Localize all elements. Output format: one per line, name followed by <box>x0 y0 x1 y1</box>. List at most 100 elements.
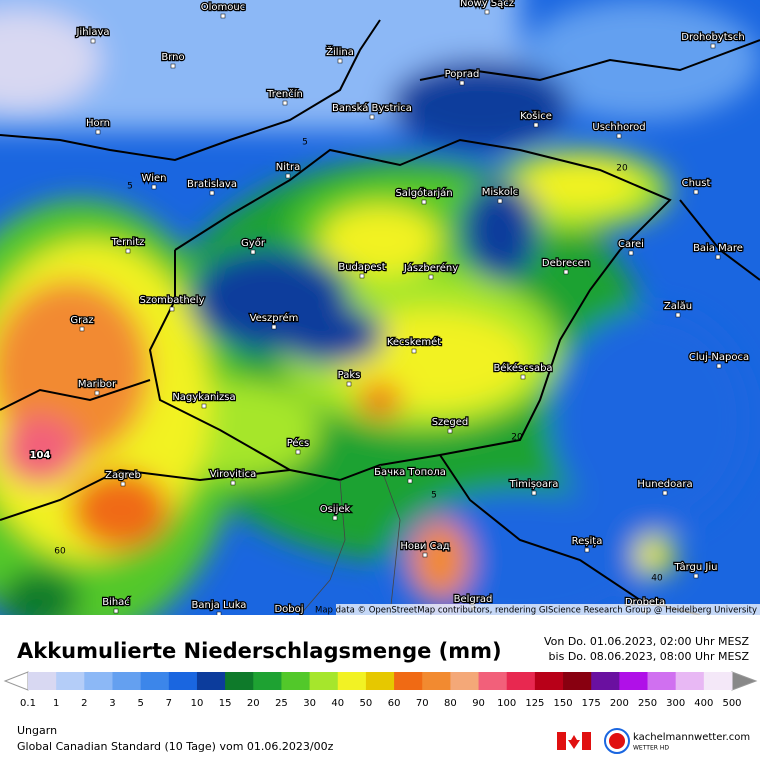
city-label: Virovitica <box>210 469 256 480</box>
city-label: Jihlava <box>75 27 109 38</box>
city-label: Doboj <box>274 604 303 615</box>
legend-swatch <box>253 672 282 690</box>
city-dot <box>287 616 291 620</box>
legend-swatch <box>140 672 170 690</box>
city-label: Győr <box>241 237 266 249</box>
city-label: Žilina <box>326 45 354 58</box>
legend-value: 100 <box>497 698 516 709</box>
attribution: Map data © OpenStreetMap contributors, r… <box>315 606 757 616</box>
city-label: Szombathely <box>139 295 204 306</box>
city-dot <box>628 250 634 256</box>
city-dot <box>715 254 721 260</box>
city-dot <box>428 274 434 280</box>
city-dot <box>716 363 722 369</box>
city-dot <box>230 480 236 486</box>
legend-value: 0.1 <box>20 698 36 709</box>
legend-value: 3 <box>109 698 115 709</box>
city-dot <box>113 608 119 614</box>
city-label: Osijek <box>320 504 351 515</box>
city-dot <box>531 490 537 496</box>
legend-swatch <box>534 672 564 690</box>
city-label: Bihać <box>102 596 130 608</box>
city-dot <box>616 133 622 139</box>
legend-swatch <box>309 672 339 690</box>
legend-swatch <box>196 672 226 690</box>
legend-swatch <box>281 672 311 690</box>
city-dot <box>346 381 352 387</box>
title: Akkumulierte Niederschlagsmenge (mm) <box>17 639 502 663</box>
city-label: Nowy Sącz <box>460 0 514 9</box>
city-label: Bratislava <box>187 179 237 190</box>
city-label: Baia Mare <box>693 243 743 254</box>
city-label: Nagykanizsa <box>172 392 235 403</box>
city-dot <box>662 490 668 496</box>
city-dot <box>201 403 207 409</box>
city-dot <box>120 481 126 487</box>
city-label: Ternitz <box>111 237 145 248</box>
legend-value: 40 <box>331 698 344 709</box>
legend-value: 5 <box>137 698 143 709</box>
city-dot <box>422 552 428 558</box>
city-dot <box>169 306 175 312</box>
brand-name: kachelmannwetter.com <box>633 732 750 743</box>
contour-label: 5 <box>431 491 437 501</box>
city-label: Pécs <box>287 437 310 449</box>
legend-value: 400 <box>694 698 713 709</box>
contour-label: 104 <box>30 450 51 461</box>
legend-value: 50 <box>360 698 373 709</box>
city-dot <box>675 312 681 318</box>
legend-swatch <box>112 672 142 690</box>
city-dot <box>369 114 375 120</box>
city-dot <box>271 324 277 330</box>
city-dot <box>250 249 256 255</box>
city-label: Horn <box>86 118 110 129</box>
city-label: Paks <box>338 370 361 381</box>
city-label: Бачка Топола <box>374 467 446 478</box>
legend-value: 15 <box>219 698 232 709</box>
legend-value: 200 <box>610 698 629 709</box>
city-dot <box>151 184 157 190</box>
city-dot <box>693 573 699 579</box>
borders <box>0 19 760 615</box>
city-label: Drohobytsch <box>681 32 744 43</box>
legend-swatch <box>506 672 536 690</box>
legend-swatch <box>84 672 113 690</box>
city-dot <box>282 100 288 106</box>
city-label: Uschhorod <box>592 122 645 133</box>
contour-label: 20 <box>616 164 628 174</box>
city-label: Banja Luka <box>192 600 247 611</box>
brand-sub: WETTER HD <box>633 745 669 752</box>
city-dot <box>359 273 365 279</box>
legend-value: 300 <box>666 698 685 709</box>
city-label: Carei <box>618 239 644 250</box>
logo-inner <box>609 733 625 749</box>
legend-swatch <box>450 672 480 690</box>
city-dot <box>337 58 343 64</box>
city-label: Szeged <box>432 417 469 428</box>
city-label: Reșița <box>572 536 603 547</box>
city-label: Нови Сад <box>400 541 449 552</box>
legend-swatch <box>563 672 592 690</box>
city-dot <box>332 515 338 521</box>
city-label: Veszprém <box>250 312 299 324</box>
legend-swatch <box>56 672 85 690</box>
city-label: Trenčín <box>266 88 303 100</box>
legend-value: 25 <box>275 698 288 709</box>
contour-label: 60 <box>54 547 66 557</box>
legend-swatch <box>591 672 620 690</box>
city-label: Košice <box>520 110 552 122</box>
city-label: Poprad <box>445 69 480 80</box>
city-dot <box>285 173 291 179</box>
legend-value: 10 <box>191 698 204 709</box>
city-label: Wien <box>142 173 167 184</box>
contour-label: 5 <box>302 138 308 148</box>
legend-value: 30 <box>303 698 316 709</box>
city-dot <box>421 199 427 205</box>
city-label: Belgrad <box>454 594 493 605</box>
legend-swatch <box>619 672 649 690</box>
city-dot <box>209 190 215 196</box>
city-dot <box>216 611 222 615</box>
city-dot <box>520 374 526 380</box>
legend-value: 2 <box>81 698 87 709</box>
